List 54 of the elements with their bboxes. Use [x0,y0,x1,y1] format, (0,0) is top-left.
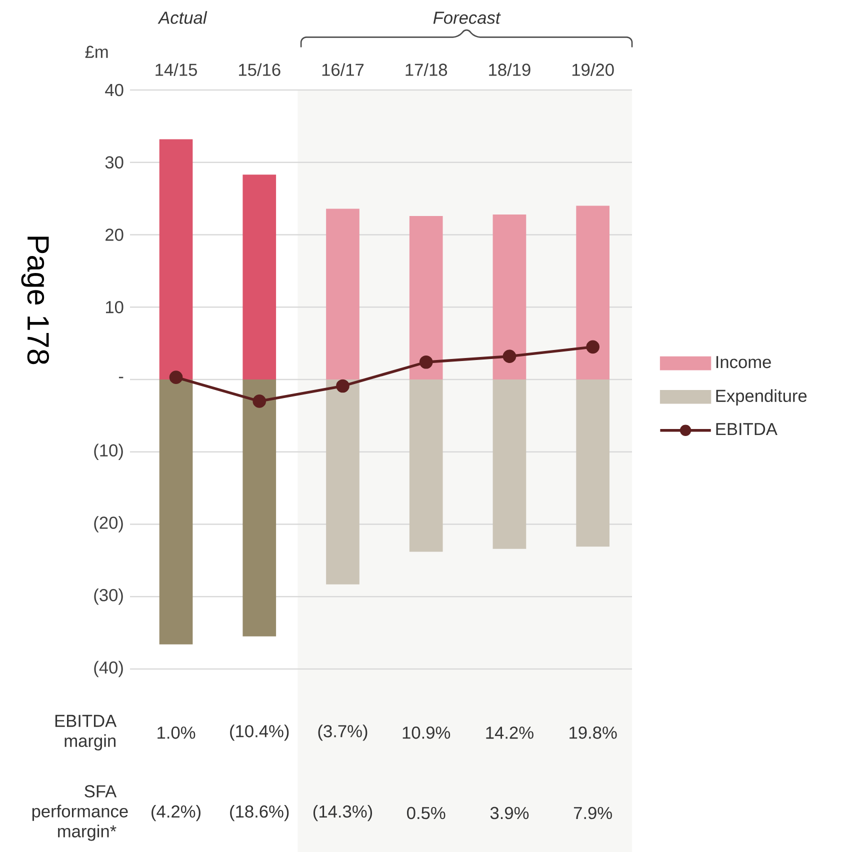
x-tick-label: 15/16 [239,63,280,76]
y-tick-label: - [118,376,124,378]
text: 10.9% [402,726,450,739]
text: Forecast [433,12,501,24]
text: 14.2% [486,726,534,739]
text: Actual [158,11,208,24]
bar [492,380,526,549]
bar [159,380,193,644]
text: 0.5% [407,806,446,820]
legend-label: Income [716,356,771,368]
text: 7.9% [574,806,612,820]
legend-label: Expenditure [716,389,807,406]
y-tick-label: 20 [106,228,124,241]
point [502,350,516,364]
text: (10.4%) [230,724,289,741]
y-tick-label: (30) [94,588,123,605]
legend-label: EBITDA [716,423,778,436]
y-tick-label: 30 [105,156,124,169]
point [252,394,266,408]
x-tick-label: 14/15 [156,63,197,76]
y-tick-label: 10 [106,300,124,314]
bar [409,216,443,380]
text: 3.9% [490,806,529,820]
y-tick-label: (40) [94,660,123,678]
bar [326,208,360,380]
text: (18.6%) [230,804,289,822]
bar [576,206,610,380]
x-tick-label: 19/20 [572,63,614,76]
bar [326,380,360,584]
text: (3.7%) [318,724,368,741]
x-tick-label: 17/18 [406,63,448,76]
x-tick-label: 18/19 [489,63,530,76]
text: 19.8% [570,726,617,739]
y-axis-title: £m [85,46,108,58]
bar [242,380,276,636]
y-tick-label: 40 [105,84,124,96]
bar [492,214,526,380]
text: (14.3%) [313,804,372,822]
text: 1.0% [158,726,196,739]
x-tick-label: 16/17 [322,63,364,76]
text: Page 178 [21,236,50,364]
point [336,379,350,393]
bar [576,380,610,547]
text: (4.2%) [152,804,200,822]
bar [242,174,276,380]
point [586,340,600,354]
y-tick-label: (10) [94,444,123,460]
text: SFA performance margin* [32,785,128,841]
y-tick-label: (20) [94,516,123,532]
bar [409,380,443,552]
point [419,355,433,369]
point [169,370,183,384]
bar [159,139,193,380]
text: EBITDA margin [55,714,117,750]
